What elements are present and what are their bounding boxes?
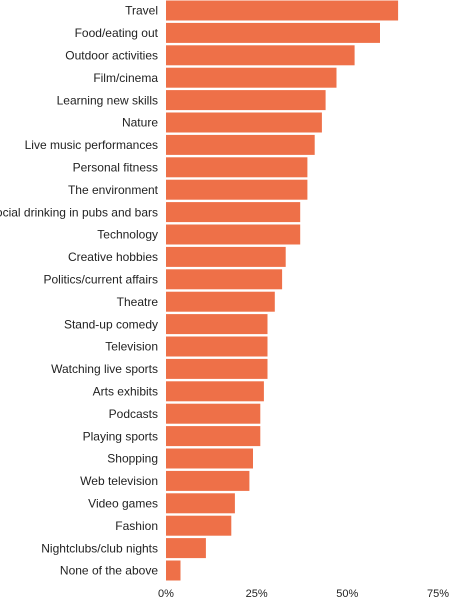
bar-5 [166, 112, 322, 133]
bar-10 [166, 224, 301, 245]
bar-22 [166, 493, 235, 514]
category-label-2: Outdoor activities [65, 49, 158, 63]
category-label-13: Theatre [117, 295, 159, 309]
bar-17 [166, 381, 264, 402]
category-label-15: Television [105, 340, 158, 354]
bars-layer [166, 0, 399, 581]
x-tick-label-3: 75% [427, 588, 449, 600]
category-label-6: Live music performances [25, 138, 158, 152]
bar-11 [166, 246, 286, 267]
category-label-20: Shopping [107, 452, 158, 466]
bar-7 [166, 157, 308, 178]
bar-15 [166, 336, 268, 357]
x-tick-label-0: 0% [158, 588, 174, 600]
category-label-25: None of the above [60, 564, 158, 578]
category-label-12: Politics/current affairs [44, 273, 159, 287]
bar-21 [166, 470, 250, 491]
category-label-10: Technology [97, 228, 158, 242]
x-tick-label-2: 50% [336, 588, 358, 600]
bar-20 [166, 448, 253, 469]
category-label-16: Watching live sports [51, 362, 158, 376]
category-label-11: Creative hobbies [68, 250, 158, 264]
bar-18 [166, 403, 261, 424]
bar-19 [166, 426, 261, 447]
bar-3 [166, 67, 337, 88]
bar-2 [166, 45, 355, 66]
category-label-23: Fashion [115, 519, 158, 533]
bar-0 [166, 0, 399, 21]
category-label-19: Playing sports [83, 429, 158, 443]
bar-25 [166, 560, 181, 581]
bar-1 [166, 22, 380, 43]
category-label-9: Social drinking in pubs and bars [0, 205, 158, 219]
x-tick-label-1: 25% [246, 588, 268, 600]
category-label-7: Personal fitness [73, 161, 158, 175]
category-label-4: Learning new skills [57, 93, 158, 107]
category-label-1: Food/eating out [75, 26, 159, 40]
category-label-3: Film/cinema [93, 71, 158, 85]
category-label-22: Video games [88, 497, 158, 511]
category-label-21: Web television [80, 474, 158, 488]
category-label-5: Nature [122, 116, 158, 130]
category-label-0: Travel [125, 4, 158, 18]
x-axis-ticks: 0% 25% 50% 75% [158, 588, 449, 600]
category-label-18: Podcasts [109, 407, 158, 421]
bar-13 [166, 291, 275, 312]
category-labels: Travel Food/eating out Outdoor activities F… [0, 4, 159, 578]
bar-9 [166, 202, 301, 223]
bar-8 [166, 179, 308, 200]
bar-12 [166, 269, 283, 290]
category-label-17: Arts exhibits [93, 385, 158, 399]
bar-16 [166, 358, 268, 379]
bar-24 [166, 538, 206, 559]
bar-14 [166, 314, 268, 335]
category-label-24: Nightclubs/club nights [41, 541, 158, 555]
category-label-8: The environment [68, 183, 159, 197]
bar-4 [166, 90, 326, 111]
category-label-14: Stand-up comedy [64, 317, 158, 331]
bar-23 [166, 515, 232, 536]
bar-6 [166, 134, 315, 155]
